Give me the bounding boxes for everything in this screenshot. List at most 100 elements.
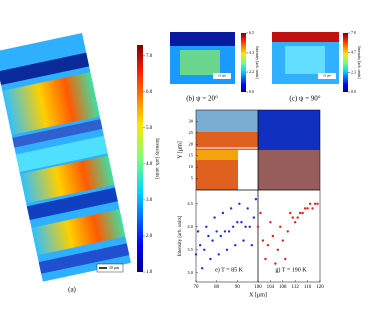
point [215,230,218,233]
y-tick-label: 3.5 [187,247,193,252]
caption: (b) ψ = 20° [186,95,218,103]
x-tick-label: 112 [292,285,300,290]
point [229,207,233,210]
point [248,225,251,228]
point [316,202,319,205]
point [244,225,247,228]
y-tick-label: 3.0 [187,270,193,275]
point [238,202,241,205]
point [198,244,202,247]
point [303,207,307,210]
point [219,234,222,238]
caption: e) T = 85 K [215,266,243,273]
axis-label: Intensity [arb. units] [178,215,183,256]
colorbar-label: Intensity [arb. units] [357,46,362,79]
colorbar-tick-label: 5.0 [146,126,153,131]
colorbar-tick-label: 6.0 [146,90,153,95]
colorbar-tick-label: 2.3 [351,70,356,75]
point [234,244,237,247]
point [296,216,299,219]
point [276,248,280,251]
point [289,211,292,215]
point [254,198,258,201]
point [194,253,198,256]
point [225,248,229,251]
y-tick-label: 4.5 [187,201,193,206]
colorbar-tick-label: 6.5 [249,30,254,35]
point [269,221,272,224]
point [311,207,314,210]
colorbar-tick-label: 4.7 [351,49,356,54]
point [209,257,212,261]
point [242,239,245,242]
point [259,211,262,215]
point [236,221,239,224]
caption: g) T = 190 K [275,266,307,273]
point [266,244,270,247]
plot-frame [257,189,321,283]
colorbar-tick-label: 2.2 [249,69,254,74]
point [284,257,287,261]
colorbar-tick-label: 7.0 [146,54,153,59]
colorbar [137,45,143,272]
scalebar-label: 10 μm [218,74,226,78]
point [213,216,216,219]
y-tick-label: 15 [189,153,194,158]
colorbar-tick-label: 4.0 [146,162,153,167]
point [261,239,265,242]
x-tick-label: 116 [304,285,312,290]
x-tick-label: 80 [214,285,220,290]
x-tick-label: 90 [235,285,241,290]
point [264,257,267,261]
point [227,230,231,233]
colorbar-label: Intensity [arb. units] [154,138,159,179]
point [281,239,284,242]
point [203,248,206,251]
colorbar-tick-label: 4.3 [249,50,254,55]
point [207,234,210,238]
y-tick-label: 25 [189,130,194,135]
x-tick-label: 120 [316,285,324,290]
scalebar-label: 10 μm [109,265,120,270]
point [211,239,214,242]
axis-label: X [μm] [249,292,267,298]
x-tick-label: 104 [267,285,275,290]
colorbar-tick-label: 3.0 [146,198,153,203]
point [250,244,253,247]
point [301,211,304,215]
point [308,202,312,205]
y-tick-label: 10 [189,164,194,169]
point [313,202,317,205]
point [246,207,249,210]
y-tick-label: 20 [189,141,194,146]
y-tick-label: 30 [189,118,194,123]
x-tick-label: 108 [279,285,287,290]
colorbar-tick-label: 1.0 [146,270,153,275]
scalebar-label: 10 μm [323,74,331,78]
caption: (c) ψ = 90° [289,95,320,103]
colorbar-tick-label: 0.0 [249,89,254,94]
colorbar-tick-label: 7.0 [351,30,356,35]
x-tick-label: 70 [194,285,200,290]
point [279,225,282,228]
map-a [0,33,131,282]
point [232,225,235,228]
point [306,207,309,210]
colorbar-tick-label: 0.0 [351,89,356,94]
point [201,267,204,270]
colorbar-label: Intensity [arb. units] [255,46,260,79]
point [217,253,220,256]
y-tick-label: 4.0 [187,224,193,229]
colorbar-tick-label: 2.0 [146,234,153,239]
point [196,230,200,233]
axis-label: Y [μm] [177,141,183,159]
point [221,211,225,215]
point [286,230,289,233]
point [298,211,302,215]
y-tick-label: 5 [191,176,194,181]
x-tick-label: 100 [254,285,262,290]
point [271,234,275,238]
point [205,225,208,228]
point [274,262,277,265]
